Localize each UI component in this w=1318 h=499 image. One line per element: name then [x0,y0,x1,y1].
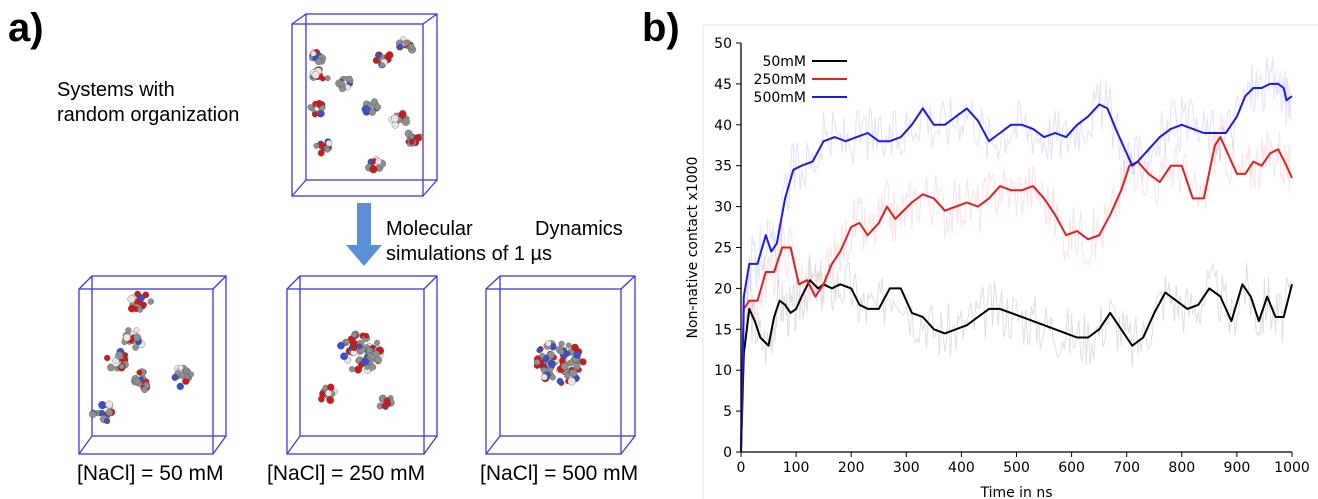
panel-a-label: a) [8,6,44,50]
box-500mm [485,275,636,455]
molecule-cluster [388,109,410,129]
molecule-cluster [404,129,424,148]
molecule-cluster [127,290,154,313]
molecule-cluster [309,66,331,82]
series-noise-500mM [740,56,1292,431]
legend-label-500mM: 500mM [754,90,806,106]
down-arrow-icon [346,203,382,266]
x-tick-label: 600 [1058,460,1085,476]
y-tick-label: 5 [723,404,732,420]
md-label-word1: Molecular [386,218,473,240]
molecule-cluster [309,48,326,66]
y-tick-label: 20 [714,281,732,297]
y-tick-label: 15 [714,322,732,338]
molecule-cluster [376,394,395,410]
random-organization-label-line1: Systems with [57,79,175,101]
random-system-box [291,13,438,197]
molecule-cluster [89,400,116,425]
contact-line-chart: 0 100 200 300 400 500 600 700 800 900 1000 0 5 10 15 20… [685,24,1318,499]
y-tick-label: 45 [714,77,732,93]
molecule-cluster [131,368,151,393]
x-tick-label: 1000 [1274,460,1310,476]
molecule-cluster [104,348,129,372]
x-tick-label: 800 [1168,460,1195,476]
x-tick-label: 0 [737,460,746,476]
x-tick-label: 300 [893,460,920,476]
molecule-cluster [337,330,385,374]
y-tick-label: 0 [723,445,732,461]
y-tick-label: 40 [714,118,732,134]
molecule-cluster [335,75,354,93]
simulation-boxes-illustration [78,13,636,455]
x-tick-label: 500 [1003,460,1030,476]
random-organization-label-line2: random organization [57,104,240,126]
md-label-word2: Dynamics [535,218,623,240]
x-axis-label: Time in ns [979,485,1052,499]
series-noise-250mM [740,113,1292,441]
series-line-250mM [740,136,1293,453]
molecule-cluster [365,156,387,174]
y-tick-label: 35 [714,159,732,175]
y-tick-label: 25 [714,241,732,257]
legend-label-50mM: 50mM [762,54,806,70]
series-noise-50mM [740,253,1292,453]
y-tick-label: 30 [714,200,732,216]
y-tick-label: 10 [714,363,732,379]
box-50mm [78,275,227,455]
molecule-cluster [121,327,146,351]
caption-250mm: [NaCl] = 250 mM [267,462,426,485]
molecule-cluster [372,51,394,69]
molecule-cluster [361,98,381,116]
molecule-cluster [318,383,338,404]
x-tick-label: 400 [948,460,975,476]
x-tick-label: 100 [783,460,810,476]
caption-500mm: [NaCl] = 500 mM [480,462,639,485]
molecule-cluster [395,36,417,54]
y-axis-label: Non-native contact x1000 [685,157,701,339]
x-tick-label: 900 [1224,460,1251,476]
box-250mm [286,275,438,455]
panel-b-label: b) [642,6,680,50]
caption-50mm: [NaCl] = 50 mM [77,462,224,485]
legend-label-250mM: 250mM [754,72,806,88]
x-tick-label: 700 [1113,460,1140,476]
molecule-cluster [307,100,326,118]
series-line-50mM [740,279,1293,453]
molecule-cluster [313,138,333,157]
molecule-cluster [533,340,587,386]
x-tick-label: 200 [838,460,865,476]
molecule-cluster [171,364,194,391]
y-tick-label: 50 [714,36,732,52]
md-label-line2: simulations of 1 µs [386,243,553,265]
series-line-500mM [740,82,1293,453]
